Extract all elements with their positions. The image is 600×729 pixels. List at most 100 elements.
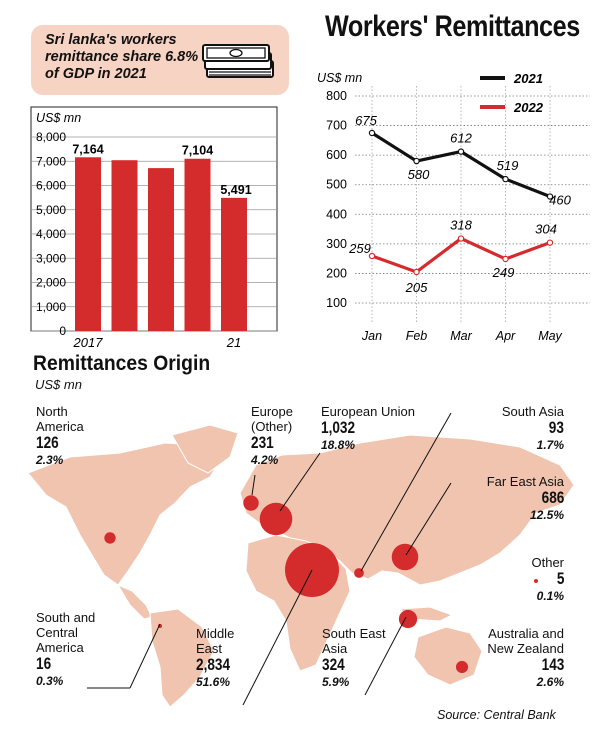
- region-name: Other: [531, 555, 564, 570]
- region-share: 51.6%: [196, 675, 231, 689]
- series-point: [502, 255, 509, 263]
- bar-x-tick-label: 2017: [73, 335, 104, 350]
- bubble-far-east-asia: [391, 543, 419, 571]
- bar: [111, 160, 138, 331]
- bubble-australia-and-new-zealand: [455, 660, 469, 674]
- region-share: 2.3%: [36, 453, 64, 467]
- bar: [221, 197, 247, 331]
- bar-data-label: 5,491: [220, 183, 251, 197]
- point-label: 612: [450, 131, 472, 146]
- region-value: 143: [541, 655, 564, 674]
- point-label: 519: [497, 158, 519, 173]
- bar: [184, 158, 211, 331]
- series-point: [368, 129, 376, 137]
- region-share: 18.8%: [321, 438, 356, 452]
- region-name: South Asia: [501, 404, 564, 419]
- region-south-asia: South Asia 93 1.7%: [502, 404, 564, 452]
- legend-label: 2021: [513, 71, 543, 86]
- line-y-tick-label: 500: [326, 178, 347, 192]
- bubble-north-america: [104, 532, 116, 544]
- region-share: 0.1%: [536, 589, 564, 603]
- bar-y-tick-label: 0: [59, 324, 66, 338]
- series-point: [457, 148, 465, 155]
- series-point: [457, 235, 465, 242]
- region-name: Middle East: [196, 626, 235, 656]
- region-middle-east: Middle East 2,834 51.6%: [196, 626, 246, 689]
- line-y-axis-label: US$ mn: [317, 71, 362, 85]
- point-label: 580: [408, 167, 430, 182]
- bar-y-tick-label: 7,000: [36, 154, 66, 168]
- line-y-tick-label: 100: [326, 296, 347, 310]
- region-other: Other 5 0.1%: [531, 555, 564, 603]
- region-value: 126: [36, 433, 59, 452]
- line-y-tick-label: 800: [326, 89, 347, 103]
- region-name: North America: [36, 404, 84, 434]
- point-label: 259: [348, 241, 371, 256]
- region-share: 5.9%: [322, 675, 350, 689]
- greenland-shape: [171, 424, 239, 474]
- bubble-other: [534, 579, 538, 583]
- central-america-shape: [116, 583, 153, 620]
- monthly-remittance-line-chart: US$ mn 2021 2022 100 200 300 400 500 600 700 800…: [317, 71, 590, 343]
- line-x-tick-label: Mar: [450, 329, 472, 343]
- world-map: [27, 412, 575, 708]
- point-label: 304: [535, 222, 557, 237]
- region-name: Far East Asia: [486, 474, 564, 489]
- callout-text: Sri lanka's workers remittance share 6.8…: [45, 32, 199, 82]
- bar-y-tick-label: 1,000: [36, 300, 66, 314]
- region-south-central-america: South and Central America 16 0.3%: [36, 610, 111, 688]
- region-north-america: North America 126 2.3%: [36, 404, 106, 467]
- region-share: 1.7%: [536, 438, 564, 452]
- point-label: 205: [405, 280, 428, 295]
- bar: [75, 157, 101, 331]
- line-y-tick-label: 400: [326, 207, 347, 221]
- bar: [148, 168, 174, 331]
- bar-y-tick-label: 6,000: [36, 179, 66, 193]
- bar-data-label: 7,164: [72, 142, 103, 156]
- bar-y-tick-label: 5,000: [36, 203, 66, 217]
- line-y-tick-label: 600: [326, 148, 347, 162]
- region-value: 93: [548, 418, 564, 437]
- bar-y-tick-label: 2,000: [36, 276, 66, 290]
- region-south-east-asia: South East Asia 324 5.9%: [322, 626, 400, 689]
- region-europe-other: Europe (Other) 231 4.2%: [251, 404, 311, 467]
- region-value: 5: [556, 569, 564, 588]
- series-point: [546, 193, 554, 200]
- south-america-shape: [149, 608, 215, 708]
- bar-y-tick-label: 4,000: [36, 227, 66, 241]
- line-x-tick-label: Jan: [361, 329, 382, 343]
- bubble-south-asia: [354, 568, 364, 578]
- annual-remittance-bar-chart: US$ mn 0 1,000 2,000 3,000 4,000 5,000 6,000 7,…: [30, 106, 278, 350]
- region-value: 2,834: [196, 655, 231, 674]
- point-label: 318: [450, 218, 472, 233]
- australia-shape: [413, 626, 483, 686]
- series-point: [413, 268, 420, 276]
- line-y-tick-label: 300: [326, 237, 347, 251]
- region-value: 324: [322, 655, 345, 674]
- point-label: 460: [549, 193, 571, 208]
- region-far-east-asia: Far East Asia 686 12.5%: [487, 474, 564, 522]
- bar-y-tick-label: 8,000: [36, 130, 66, 144]
- bubble-european-union: [259, 502, 293, 536]
- line-y-tick-label: 200: [326, 266, 347, 280]
- region-name: South East Asia: [322, 626, 386, 656]
- line-x-tick-label: May: [538, 329, 562, 343]
- leader-lines: [87, 412, 452, 706]
- page-title: Workers' Remittances: [325, 10, 580, 43]
- series-point: [413, 157, 420, 165]
- region-name: South and Central America: [36, 610, 96, 655]
- bubble-south-east-asia: [398, 609, 418, 629]
- bubble-europe-other-: [243, 495, 259, 511]
- region-share: 4.2%: [251, 453, 279, 467]
- region-value: 231: [251, 433, 274, 452]
- region-value: 686: [541, 488, 564, 507]
- origin-unit-label: US$ mn: [35, 377, 82, 392]
- line-x-tick-label: Feb: [406, 329, 428, 343]
- money-stack-icon: [202, 44, 274, 78]
- region-australia-nz: Australia and New Zealand 143 2.6%: [474, 626, 564, 689]
- region-name: Australia and New Zealand: [487, 626, 564, 656]
- region-value: 1,032: [321, 418, 356, 437]
- region-name: Europe (Other): [251, 404, 293, 434]
- legend-label: 2022: [513, 100, 544, 115]
- bar-y-tick-label: 3,000: [36, 251, 66, 265]
